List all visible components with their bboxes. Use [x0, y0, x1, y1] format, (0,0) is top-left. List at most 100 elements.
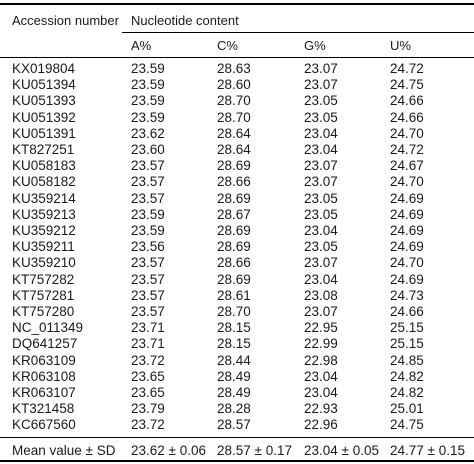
- c-percent-cell: 28.66: [217, 174, 251, 190]
- g-percent-cell: 23.04: [304, 223, 338, 238]
- a-percent-cell: 23.59: [131, 206, 165, 222]
- c-percent-cell: 28.49: [217, 385, 251, 400]
- c-percent-cell: 28.69: [217, 223, 251, 238]
- g-percent-cell: 22.98: [304, 352, 338, 368]
- accession-cell: KU058183: [12, 158, 76, 174]
- u-percent-cell: 24.70: [390, 174, 424, 190]
- summary-c: 28.57 ± 0.17: [217, 443, 292, 458]
- header-rule: [0, 57, 474, 58]
- accession-cell: KU051392: [12, 109, 76, 125]
- a-percent-cell: 23.65: [131, 368, 165, 384]
- table-row: KU051394 23.59 28.60 23.07 24.75: [0, 77, 474, 93]
- g-percent-cell: 22.93: [304, 401, 338, 417]
- u-percent-cell: 24.69: [390, 206, 424, 222]
- a-percent-cell: 23.57: [131, 271, 165, 287]
- table-row: KU058183 23.57 28.69 23.07 24.67: [0, 158, 474, 174]
- g-percent-cell: 23.05: [304, 109, 338, 125]
- summary-u: 24.77 ± 0.15: [390, 443, 465, 458]
- summary-a: 23.62 ± 0.06: [131, 443, 206, 458]
- u-percent-cell: 24.66: [390, 304, 424, 319]
- a-percent-cell: 23.57: [131, 287, 165, 303]
- g-percent-cell: 23.05: [304, 190, 338, 206]
- table-row: KU359214 23.57 28.69 23.05 24.69: [0, 191, 474, 207]
- u-percent-cell: 24.66: [390, 93, 424, 109]
- table-row: KC667560 23.72 28.57 22.96 24.75: [0, 417, 474, 433]
- g-percent-cell: 23.04: [304, 385, 338, 400]
- c-percent-cell: 28.44: [217, 352, 251, 368]
- table-row: KU359213 23.59 28.67 23.05 24.69: [0, 207, 474, 223]
- a-percent-cell: 23.57: [131, 190, 165, 206]
- summary-g: 23.04 ± 0.05: [304, 443, 379, 458]
- u-percent-cell: 25.15: [390, 336, 424, 352]
- u-percent-cell: 24.69: [390, 271, 424, 287]
- c-percent-cell: 28.70: [217, 93, 251, 109]
- a-percent-cell: 23.60: [131, 142, 165, 157]
- a-percent-cell: 23.59: [131, 93, 165, 109]
- accession-cell: KR063109: [12, 352, 76, 368]
- accession-cell: KU359212: [12, 223, 76, 238]
- g-percent-cell: 23.07: [304, 77, 338, 93]
- a-percent-cell: 23.72: [131, 417, 165, 433]
- group-underline: [122, 32, 474, 33]
- table-row: KR063107 23.65 28.49 23.04 24.82: [0, 385, 474, 401]
- u-percent-cell: 24.75: [390, 77, 424, 93]
- c-percent-cell: 28.61: [217, 287, 251, 303]
- accession-cell: KX019804: [12, 61, 76, 76]
- a-percent-cell: 23.57: [131, 158, 165, 174]
- u-percent-cell: 24.70: [390, 125, 424, 141]
- g-percent-cell: 23.07: [304, 304, 338, 319]
- g-percent-cell: 23.08: [304, 287, 338, 303]
- u-percent-cell: 24.85: [390, 352, 424, 368]
- accession-cell: KT757280: [12, 304, 75, 319]
- col-header-u: U%: [390, 38, 411, 53]
- table-row: DQ641257 23.71 28.15 22.99 25.15: [0, 336, 474, 352]
- table-row: KR063108 23.65 28.49 23.04 24.82: [0, 369, 474, 385]
- c-percent-cell: 28.49: [217, 368, 251, 384]
- bottom-rule: [0, 460, 474, 462]
- u-percent-cell: 25.15: [390, 320, 424, 336]
- accession-cell: KU051393: [12, 93, 76, 109]
- c-percent-cell: 28.69: [217, 271, 251, 287]
- col-header-a: A%: [131, 38, 152, 53]
- g-percent-cell: 23.05: [304, 239, 338, 255]
- g-percent-cell: 23.07: [304, 255, 338, 271]
- c-percent-cell: 28.64: [217, 125, 251, 141]
- table-row: KX019804 23.59 28.63 23.07 24.72: [0, 61, 474, 77]
- a-percent-cell: 23.59: [131, 61, 165, 76]
- g-percent-cell: 23.07: [304, 174, 338, 190]
- g-percent-cell: 23.07: [304, 61, 338, 76]
- a-percent-cell: 23.71: [131, 336, 165, 352]
- c-percent-cell: 28.67: [217, 206, 251, 222]
- accession-cell: KT321458: [12, 401, 75, 417]
- accession-cell: KU359210: [12, 255, 76, 271]
- accession-cell: KR063107: [12, 385, 76, 400]
- accession-cell: KU359211: [12, 239, 75, 255]
- u-percent-cell: 24.73: [390, 287, 424, 303]
- accession-cell: KU359214: [12, 190, 76, 206]
- c-percent-cell: 28.28: [217, 401, 251, 417]
- u-percent-cell: 24.72: [390, 142, 424, 157]
- c-percent-cell: 28.69: [217, 158, 251, 174]
- accession-cell: KU058182: [12, 174, 76, 190]
- accession-cell: KU359213: [12, 206, 76, 222]
- g-percent-cell: 23.05: [304, 206, 338, 222]
- accession-cell: DQ641257: [12, 336, 78, 352]
- a-percent-cell: 23.62: [131, 125, 165, 141]
- g-percent-cell: 23.07: [304, 158, 338, 174]
- a-percent-cell: 23.65: [131, 385, 165, 400]
- table-row: NC_011349 23.71 28.15 22.95 25.15: [0, 320, 474, 336]
- table-row: KR063109 23.72 28.44 22.98 24.85: [0, 353, 474, 369]
- g-percent-cell: 23.04: [304, 271, 338, 287]
- top-rule: [0, 3, 474, 5]
- accession-cell: KR063108: [12, 368, 76, 384]
- col-header-c: C%: [217, 38, 238, 53]
- summary-label: Mean value ± SD: [12, 443, 116, 458]
- summary-rule: [0, 437, 474, 438]
- g-percent-cell: 22.99: [304, 336, 338, 352]
- a-percent-cell: 23.59: [131, 223, 165, 238]
- accession-header: Accession number: [12, 13, 119, 28]
- u-percent-cell: 24.82: [390, 368, 424, 384]
- a-percent-cell: 23.72: [131, 352, 165, 368]
